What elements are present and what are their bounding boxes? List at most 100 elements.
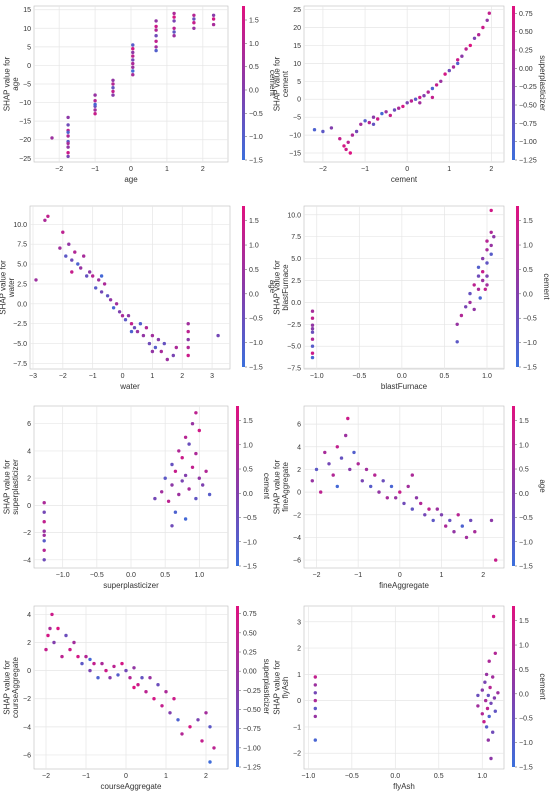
x-tick-label: 1 [440, 572, 444, 579]
data-point [310, 327, 315, 331]
data-point [66, 130, 70, 134]
data-point [91, 274, 95, 278]
colorbar-tick-label: 0.5 [249, 64, 259, 71]
data-point [112, 664, 116, 669]
x-tick-label: 3 [210, 373, 214, 380]
data-point [447, 68, 451, 73]
x-tick-label: −1 [82, 773, 90, 780]
data-point [480, 688, 484, 692]
data-point [377, 490, 381, 494]
y-tick-label: 1 [297, 672, 301, 679]
y-axis-label: SHAP value forwater [0, 260, 16, 315]
data-point [478, 296, 482, 300]
data-point [363, 119, 367, 123]
y-axis-label: SHAP value forflyAsh [273, 660, 290, 715]
data-point [423, 513, 427, 517]
data-point [481, 256, 485, 261]
data-point [124, 668, 128, 673]
data-point [120, 661, 124, 666]
data-point [174, 345, 178, 350]
data-point [451, 65, 456, 69]
y-tick-label: 5 [297, 79, 301, 86]
data-point [72, 640, 76, 645]
data-point [177, 492, 181, 497]
colorbar-label: age [538, 479, 547, 493]
data-point [485, 274, 489, 278]
data-point [131, 69, 135, 73]
data-point [469, 518, 473, 523]
y-tick-label: −2 [293, 751, 301, 758]
data-point [211, 13, 216, 17]
colorbar-tick-label: 1.5 [519, 618, 529, 625]
colorbar-tick-label: −1.5 [519, 765, 533, 772]
y-tick-label: 15 [23, 7, 31, 14]
data-point [310, 479, 314, 483]
data-point [93, 112, 97, 116]
x-tick-label: 0.5 [440, 373, 450, 380]
data-point [473, 530, 477, 534]
colorbar-tick-label: 1.5 [519, 418, 529, 425]
data-point [111, 93, 115, 97]
data-point [108, 676, 112, 680]
colorbar-label: cement [542, 273, 550, 300]
data-point [105, 294, 110, 298]
colorbar-tick-label: 1.5 [249, 18, 259, 25]
data-point [472, 36, 477, 40]
data-point [194, 451, 198, 456]
data-point [486, 738, 490, 742]
data-point [186, 329, 190, 334]
data-point [84, 654, 88, 659]
data-point [172, 15, 176, 19]
data-point [459, 313, 464, 318]
y-tick-label: −15 [19, 119, 31, 126]
colorbar-tick-label: −1.0 [523, 340, 537, 347]
y-tick-label: 5 [27, 44, 31, 51]
plot-area [303, 405, 505, 569]
data-point [66, 115, 70, 120]
data-point [111, 78, 115, 83]
data-point [88, 657, 92, 662]
y-axis-label-line: SHAP value for [273, 56, 282, 111]
data-point [114, 302, 119, 306]
colorbar [242, 206, 245, 367]
colorbar-tick-label: −1.5 [249, 158, 263, 165]
colorbar-tick-label: 0.0 [519, 691, 529, 698]
colorbar-tick-label: −1.25 [519, 158, 537, 165]
x-axis-label: courseAggregate [101, 782, 162, 791]
data-point [476, 693, 480, 698]
data-point [310, 316, 315, 320]
colorbar-tick-label: −1.0 [243, 539, 257, 546]
data-point [394, 496, 398, 500]
data-point [431, 518, 435, 523]
data-point [42, 510, 46, 514]
x-axis-label: water [119, 382, 140, 391]
colorbar-tick-label: −0.75 [243, 726, 261, 733]
data-point [434, 83, 439, 87]
data-point [472, 283, 476, 287]
data-point [111, 82, 115, 86]
data-point [99, 290, 104, 294]
data-point [154, 34, 158, 38]
colorbar-tick-label: 0.75 [519, 11, 533, 18]
colorbar-tick-label: 1.5 [243, 418, 253, 425]
data-point [42, 539, 46, 543]
y-tick-label: 0 [297, 490, 301, 497]
data-point [192, 21, 196, 25]
y-axis-label-line: water [7, 277, 16, 298]
data-point [208, 760, 212, 764]
data-point [455, 340, 459, 344]
colorbar-tick-label: −1.0 [249, 340, 263, 347]
data-point [66, 151, 70, 155]
data-point [313, 698, 317, 703]
data-point [489, 756, 493, 761]
y-tick-label: −5.0 [287, 344, 301, 351]
data-point [346, 140, 350, 144]
data-point [190, 465, 195, 469]
data-point [140, 676, 144, 680]
y-tick-label: 2 [297, 467, 301, 474]
data-point [360, 479, 364, 483]
data-point [42, 529, 46, 533]
x-tick-label: 2 [204, 773, 208, 780]
